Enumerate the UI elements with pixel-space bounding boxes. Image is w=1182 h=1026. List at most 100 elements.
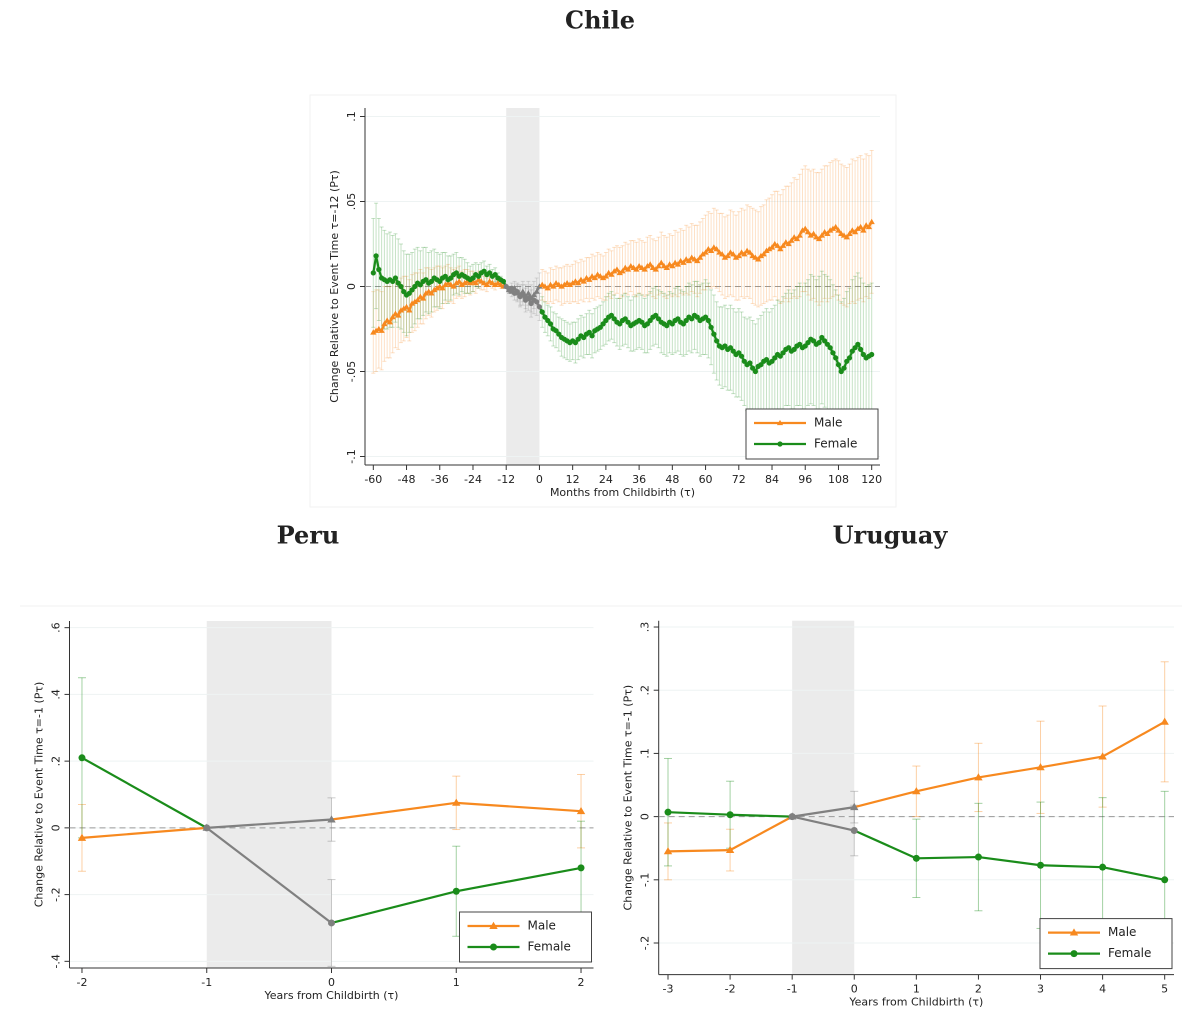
line-segment	[1102, 866, 1165, 881]
marker	[392, 275, 399, 281]
line-segment	[916, 776, 979, 793]
marker	[832, 223, 839, 230]
line-segment	[791, 815, 855, 832]
line-segment	[916, 855, 979, 860]
marker	[378, 327, 385, 333]
marker	[370, 270, 376, 276]
marker	[569, 279, 576, 286]
marker	[788, 237, 795, 243]
marker	[912, 787, 921, 795]
x-tick-label: 12	[566, 473, 580, 486]
marker	[858, 346, 864, 352]
legend-label: Male	[1108, 925, 1136, 939]
x-tick-label: -3	[663, 983, 674, 996]
marker	[586, 276, 593, 282]
line-segment	[206, 826, 333, 924]
marker	[779, 242, 787, 248]
marker	[539, 309, 545, 315]
marker	[608, 271, 615, 277]
marker	[843, 234, 850, 240]
marker	[796, 232, 803, 238]
x-tick-label: 36	[632, 473, 646, 486]
marker	[747, 360, 753, 366]
marker	[674, 261, 681, 267]
marker	[433, 285, 441, 291]
marker	[755, 256, 762, 262]
panel-frame	[309, 94, 897, 508]
marker	[408, 300, 416, 306]
marker	[721, 254, 729, 260]
marker	[713, 245, 720, 252]
y-tick-label: -.1	[639, 873, 652, 887]
line-segment	[1040, 864, 1103, 869]
marker	[616, 269, 623, 276]
marker	[760, 251, 767, 257]
marker	[846, 230, 853, 236]
marker	[386, 319, 394, 325]
x-tick-label: 72	[732, 473, 746, 486]
legend-box	[459, 911, 592, 963]
marker	[372, 327, 380, 333]
marker	[854, 225, 861, 231]
shade-window	[792, 620, 855, 975]
marker	[658, 259, 665, 265]
line-segment	[978, 855, 1041, 867]
marker	[490, 943, 497, 951]
x-tick-label: -2	[725, 983, 736, 996]
marker	[461, 279, 468, 286]
marker	[766, 245, 773, 252]
marker	[741, 251, 748, 257]
marker	[400, 305, 407, 311]
line-segment	[81, 756, 208, 829]
y-tick-label: .2	[639, 685, 652, 696]
marker	[846, 355, 853, 361]
marker	[483, 281, 490, 287]
marker	[669, 262, 676, 269]
x-tick-label: 5	[1161, 983, 1168, 996]
marker	[431, 286, 438, 293]
marker	[633, 266, 640, 272]
line-segment	[667, 849, 731, 853]
legend-label: Male	[814, 416, 842, 430]
marker	[746, 249, 753, 255]
marker	[489, 921, 498, 929]
legend-label: Female	[528, 940, 571, 954]
marker	[726, 811, 734, 819]
marker	[1069, 928, 1079, 936]
marker	[730, 251, 737, 257]
marker	[752, 368, 759, 375]
marker	[519, 288, 526, 294]
marker	[458, 281, 466, 287]
marker	[641, 266, 648, 272]
x-tick-label: -12	[497, 473, 515, 486]
marker	[492, 281, 499, 287]
marker	[833, 355, 839, 361]
marker	[851, 228, 859, 235]
marker	[850, 802, 859, 811]
marker	[558, 283, 565, 289]
y-tick-label: -.4	[50, 954, 63, 968]
marker	[757, 252, 765, 259]
marker	[203, 824, 211, 832]
marker	[398, 283, 404, 290]
marker	[652, 266, 659, 272]
marker	[768, 244, 776, 250]
marker	[536, 304, 543, 310]
legend-box	[1039, 918, 1173, 970]
y-tick-label: .6	[50, 622, 63, 633]
marker	[456, 278, 463, 284]
y-tick-label: -.1	[345, 449, 358, 463]
chart-title: Chile	[565, 6, 635, 35]
marker	[850, 827, 858, 835]
marker	[644, 262, 651, 269]
marker	[613, 266, 621, 272]
marker	[514, 289, 520, 295]
legend-label: Female	[814, 437, 857, 451]
marker	[373, 253, 379, 259]
marker	[500, 278, 507, 284]
marker	[397, 307, 405, 313]
marker	[835, 227, 842, 233]
x-tick-label: 108	[828, 473, 849, 486]
marker	[411, 298, 418, 304]
marker	[1070, 950, 1078, 958]
